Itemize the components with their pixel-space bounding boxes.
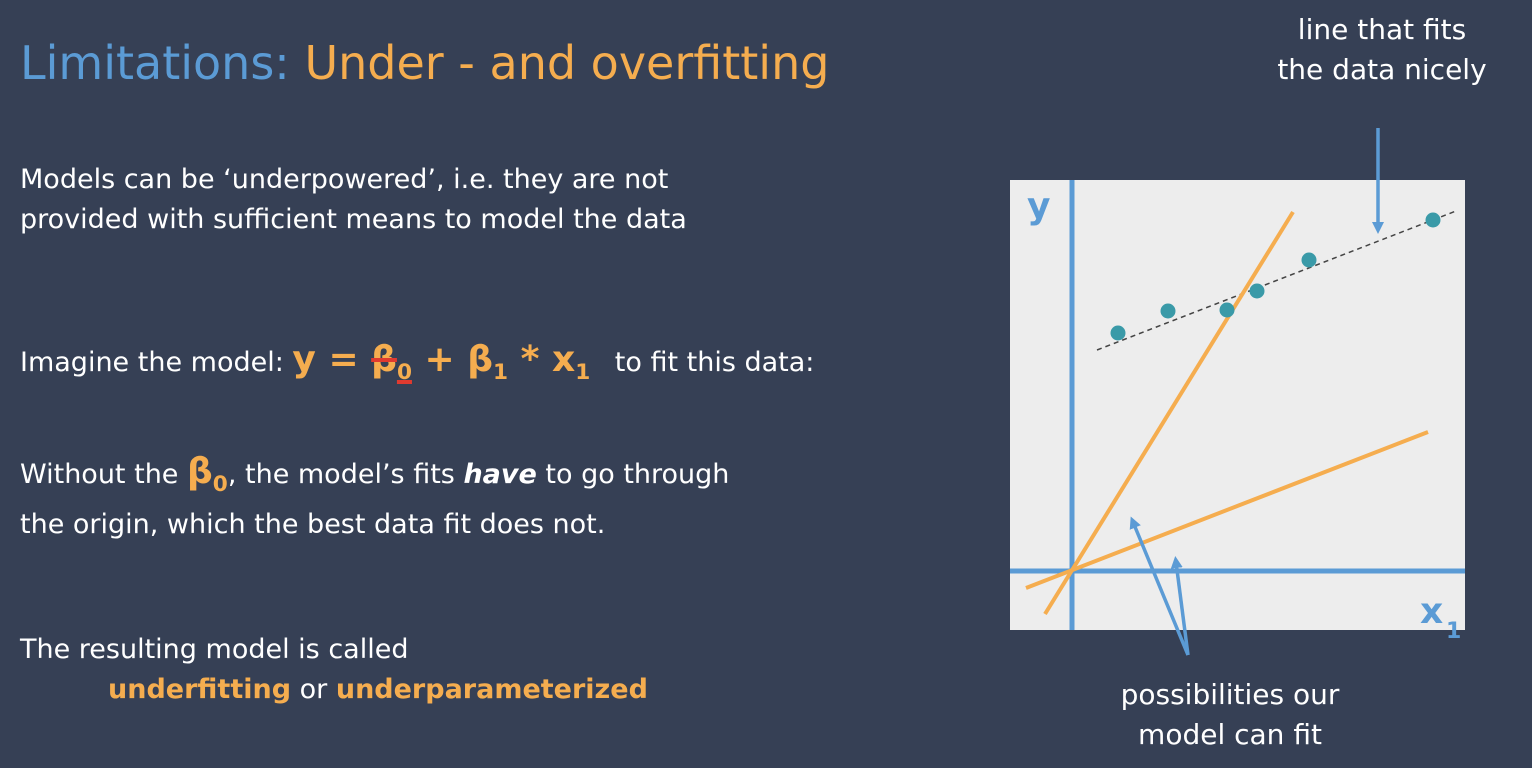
annotation-line: model can fit	[1138, 718, 1322, 751]
annotation-line: possibilities our	[1120, 678, 1340, 711]
beta-glyph: β	[187, 451, 213, 492]
data-point	[1249, 283, 1265, 299]
beta0-symbol: β0	[187, 451, 228, 498]
x-axis-label-sub: 1	[1446, 619, 1461, 644]
annotation-line: line that fits	[1297, 13, 1467, 46]
plot-panel	[1010, 180, 1465, 630]
model-formula: y = β0 + β1 * x1	[292, 339, 602, 386]
formula-beta: β	[371, 339, 397, 380]
model-suffix: to fit this data:	[614, 347, 815, 378]
formula-x: x	[551, 339, 576, 380]
formula-sub: 1	[493, 360, 509, 386]
paragraph-line: provided with sufficient means to model …	[20, 204, 687, 235]
formula-sub: 1	[575, 360, 591, 386]
model-line-shallow	[1025, 430, 1429, 590]
paragraph-model: Imagine the model: y = β0 + β1 * x1 to f…	[20, 340, 814, 393]
result-terms: underfitting or underparameterized	[20, 670, 648, 710]
paragraph-result: The resulting model is called underfitti…	[20, 630, 648, 710]
emphasis-have: have	[463, 459, 537, 490]
annotation-good-fit: line that fits the data nicely	[1232, 10, 1532, 90]
origin-suffix: to go through	[545, 459, 730, 490]
model-intro: Imagine the model:	[20, 347, 284, 378]
paragraph-line: Models can be ‘underpowered’, i.e. they …	[20, 164, 669, 195]
data-point	[1110, 325, 1126, 341]
formula-y: y	[292, 339, 316, 380]
title-prefix: Limitations:	[20, 36, 290, 90]
formula-beta0-struck: β0	[371, 339, 412, 386]
paragraph-line: Without the β0, the model’s fits have to…	[20, 452, 729, 505]
formula-plus: +	[424, 339, 455, 380]
data-point	[1301, 252, 1317, 268]
arrow-to-steep-line	[1129, 516, 1190, 656]
data-point	[1425, 212, 1441, 228]
model-line-steep	[1043, 210, 1295, 616]
formula-beta1: β1	[467, 339, 508, 386]
formula-x1: x1	[551, 339, 590, 386]
beta-sub: 0	[212, 472, 228, 498]
title-topic: Under - and overfitting	[304, 36, 830, 90]
formula-equals: =	[328, 339, 359, 380]
best-fit-line	[1096, 210, 1457, 351]
origin-prefix: Without the	[20, 459, 179, 490]
paragraph-line: The resulting model is called	[20, 634, 409, 665]
formula-sub: 0	[396, 360, 412, 386]
term-underfitting: underfitting	[108, 674, 292, 705]
annotation-line: the data nicely	[1277, 53, 1487, 86]
arrow-to-shallow-line	[1170, 556, 1190, 656]
term-underparameterized: underparameterized	[335, 674, 648, 705]
origin-middle: , the model’s fits	[227, 459, 455, 490]
page-title: Limitations: Under - and overfitting	[20, 36, 829, 90]
annotation-model-possibilities: possibilities our model can fit	[1085, 675, 1375, 755]
x-axis-label: x	[1420, 591, 1443, 632]
term-or: or	[299, 674, 328, 705]
data-point	[1219, 302, 1235, 318]
paragraph-line: the origin, which the best data fit does…	[20, 509, 606, 541]
y-axis-label: y	[1027, 186, 1050, 227]
formula-times: *	[520, 339, 540, 380]
paragraph-origin: Without the β0, the model’s fits have to…	[20, 452, 729, 545]
paragraph-underpowered: Models can be ‘underpowered’, i.e. they …	[20, 160, 687, 240]
formula-beta: β	[467, 339, 494, 380]
data-point	[1160, 303, 1176, 319]
